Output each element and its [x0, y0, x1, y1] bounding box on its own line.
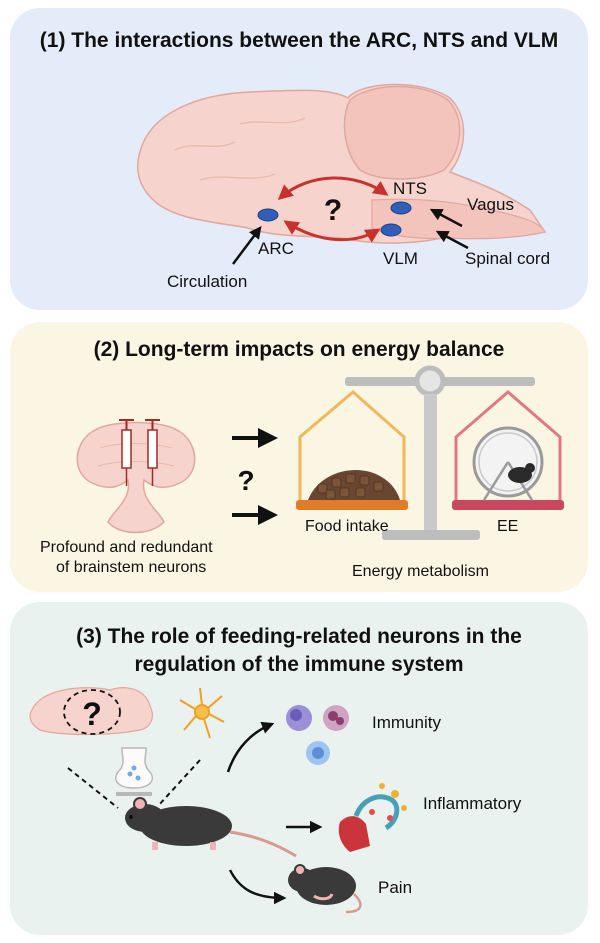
label-immunity: Immunity: [372, 713, 441, 732]
caption-line2: of brainstem neurons: [56, 559, 206, 576]
label-arc: ARC: [258, 239, 294, 258]
label-circulation: Circulation: [167, 272, 247, 291]
arc-nucleus: [257, 208, 279, 222]
label-vagus: Vagus: [467, 195, 514, 214]
caption-line1: Profound and redundant: [40, 539, 213, 556]
vagus-arrow: [429, 208, 463, 228]
label-food-intake: Food intake: [305, 518, 389, 535]
panel3-title-line2: regulation of the immune system: [134, 653, 464, 676]
mouse-icon: [125, 797, 297, 858]
immune-cells-icon: [286, 705, 349, 765]
panel1-question-mark: ?: [324, 194, 342, 227]
panel2-title: (2) Long-term impacts on energy balance: [93, 338, 505, 361]
food-intake-house: [296, 390, 408, 510]
label-inflammatory: Inflammatory: [423, 794, 522, 813]
inflammation-icon: [338, 783, 407, 852]
panel3-question-mark: ?: [82, 696, 102, 732]
arc-nts-arrow: [277, 176, 389, 200]
mouse-brain-icon: [29, 687, 153, 736]
label-energy-metabolism: Energy metabolism: [352, 563, 489, 580]
arrow-to-pain: [228, 869, 287, 905]
cerebellum: [343, 85, 461, 180]
label-nts: NTS: [393, 179, 427, 198]
spinal-cord-arrow: [435, 230, 469, 250]
neuron-icon: [179, 687, 225, 739]
brainstem-section: [76, 421, 196, 534]
sagittal-brain: [137, 83, 547, 244]
label-vlm: VLM: [383, 249, 418, 268]
dashed-right: [157, 759, 201, 807]
panel3-title-line1: (3) The role of feeding-related neurons …: [76, 625, 522, 648]
circulation-arrow: [232, 226, 262, 265]
ee-house: [452, 390, 564, 510]
panel2-question-mark: ?: [237, 465, 254, 496]
curled-mouse-icon: [288, 864, 362, 914]
dashed-left: [67, 767, 119, 809]
arc-vlm-arrow: [283, 220, 381, 243]
balance-scale: [345, 365, 535, 540]
synapse-icon: [114, 747, 154, 796]
nts-nucleus: [390, 201, 412, 215]
brainstem: [371, 198, 546, 240]
label-pain: Pain: [378, 878, 412, 897]
label-spinal-cord: Spinal cord: [465, 249, 550, 268]
panel1-title: (1) The interactions between the ARC, NT…: [39, 29, 559, 52]
arrow-to-immunity: [226, 721, 275, 773]
label-ee: EE: [497, 518, 518, 535]
vlm-nucleus: [380, 223, 402, 237]
syringe-icon: [119, 419, 160, 486]
